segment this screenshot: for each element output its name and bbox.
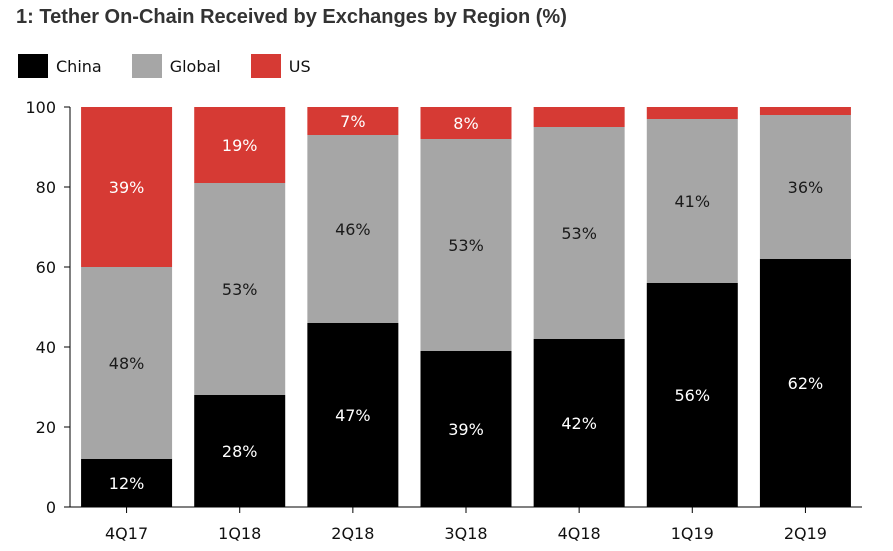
data-label-china: 62%: [788, 374, 824, 393]
x-tick-label: 1Q19: [671, 524, 714, 543]
y-tick-label: 40: [36, 338, 56, 357]
data-label-china: 42%: [561, 414, 597, 433]
chart-title: 1: Tether On-Chain Received by Exchanges…: [16, 6, 567, 28]
legend-label-global: Global: [169, 56, 221, 76]
x-tick-label: 2Q19: [784, 524, 827, 543]
data-label-global: 53%: [561, 224, 597, 243]
data-label-us: 39%: [109, 178, 145, 197]
data-label-china: 28%: [222, 442, 258, 461]
data-label-china: 12%: [109, 474, 145, 493]
data-label-china: 56%: [675, 386, 711, 405]
bar-segment-china: [194, 395, 286, 507]
data-label-china: 39%: [448, 420, 484, 439]
x-tick-label: 4Q18: [558, 524, 601, 543]
data-label-global: 36%: [788, 178, 824, 197]
legend-swatch-us: [250, 54, 281, 78]
legend-item-us: US: [250, 54, 311, 78]
y-tick-label: 100: [25, 98, 56, 117]
bar-segment-us: [307, 107, 399, 135]
legend-swatch-china: [18, 54, 48, 78]
data-label-us: 7%: [340, 112, 365, 131]
bar-segment-global: [759, 115, 851, 259]
bar-segment-global: [533, 127, 625, 339]
bar-segment-us: [81, 107, 173, 267]
data-label-china: 47%: [335, 406, 371, 425]
data-label-global: 41%: [675, 192, 711, 211]
legend-label-china: China: [56, 56, 102, 76]
y-tick-label: 20: [36, 418, 56, 437]
bar-segment-china: [420, 351, 512, 507]
bar-segment-global: [81, 267, 173, 459]
bar-segment-us: [646, 107, 738, 119]
bar-segment-global: [307, 135, 399, 323]
data-label-global: 48%: [109, 354, 145, 373]
bar-segment-us: [420, 107, 512, 139]
x-tick-label: 1Q18: [218, 524, 261, 543]
bar-segment-china: [533, 339, 625, 507]
x-tick-label: 2Q18: [331, 524, 374, 543]
legend-swatch-global: [131, 54, 162, 78]
y-tick-label: 0: [46, 498, 56, 517]
legend: China Global US: [18, 54, 341, 78]
x-tick-label: 3Q18: [444, 524, 487, 543]
legend-item-global: Global: [131, 54, 221, 78]
bar-segment-global: [194, 183, 286, 395]
x-tick-label: 4Q17: [105, 524, 148, 543]
bar-segment-us: [194, 107, 286, 183]
data-label-global: 53%: [448, 236, 484, 255]
bar-segment-global: [646, 119, 738, 283]
data-label-global: 53%: [222, 280, 258, 299]
bar-segment-china: [307, 323, 399, 507]
bar-segment-china: [646, 283, 738, 507]
bar-segment-us: [533, 107, 625, 127]
legend-label-us: US: [288, 56, 311, 76]
data-label-us: 19%: [222, 136, 258, 155]
data-label-us: 8%: [453, 114, 478, 133]
y-tick-label: 60: [36, 258, 56, 277]
bar-segment-us: [759, 107, 851, 115]
bar-segment-global: [420, 139, 512, 351]
legend-item-china: China: [18, 54, 102, 78]
data-label-global: 46%: [335, 220, 371, 239]
bar-segment-china: [81, 459, 173, 507]
bar-segment-china: [759, 259, 851, 507]
y-tick-label: 80: [36, 178, 56, 197]
